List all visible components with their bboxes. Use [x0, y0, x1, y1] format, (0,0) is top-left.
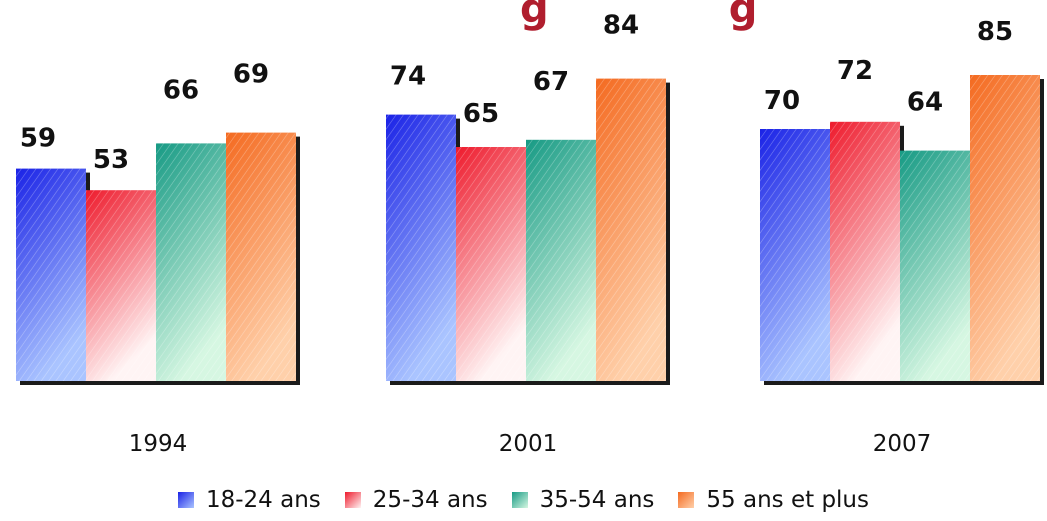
bar-texture — [386, 114, 456, 381]
bar-texture — [760, 129, 830, 381]
bar-texture — [900, 150, 970, 381]
data-label: 66 — [163, 75, 199, 105]
legend-label: 35-54 ans — [539, 487, 655, 513]
data-label: 67 — [533, 67, 569, 97]
data-label: 72 — [837, 56, 873, 86]
bar-texture — [456, 147, 526, 381]
bar-texture — [86, 190, 156, 381]
bar-texture — [596, 78, 666, 381]
clipped-title-fragment: g g — [520, 0, 759, 32]
data-label: 70 — [764, 86, 800, 116]
legend-label: 55 ans et plus — [706, 487, 869, 513]
legend-item: 25-34 ans — [344, 487, 488, 513]
bar-texture — [970, 75, 1040, 381]
legend-item: 55 ans et plus — [678, 487, 869, 513]
legend-swatch — [344, 492, 361, 508]
bar-texture — [830, 121, 900, 382]
data-label: 59 — [20, 124, 56, 154]
category-label-1994: 1994 — [129, 431, 188, 457]
legend-item: 18-24 ans — [177, 487, 321, 513]
legend-swatch — [177, 492, 194, 508]
legend-label: 18-24 ans — [205, 487, 321, 513]
bar-texture — [16, 168, 86, 381]
legend-swatch — [511, 492, 528, 508]
data-label: 84 — [603, 11, 639, 41]
legend-item: 35-54 ans — [511, 487, 655, 513]
category-label-2001: 2001 — [499, 431, 558, 457]
data-label: 65 — [463, 99, 499, 129]
legend-label: 25-34 ans — [372, 487, 488, 513]
data-label: 64 — [907, 88, 943, 118]
category-label-2007: 2007 — [873, 431, 932, 457]
bar-texture — [526, 139, 596, 381]
data-label: 74 — [390, 62, 426, 92]
data-label: 85 — [977, 17, 1013, 47]
bar-texture — [226, 132, 296, 381]
data-label: 69 — [233, 60, 269, 90]
legend-swatch — [678, 492, 695, 508]
bar-chart: 59 53 66 69 1994 74 65 67 84 2001 70 72 64 85 2007 — [16, 11, 1044, 457]
bar-texture — [156, 143, 226, 381]
data-label: 53 — [93, 145, 129, 175]
chart-legend: 18-24 ans 25-34 ans 35-54 ans 55 ans et plu… — [0, 482, 1047, 518]
